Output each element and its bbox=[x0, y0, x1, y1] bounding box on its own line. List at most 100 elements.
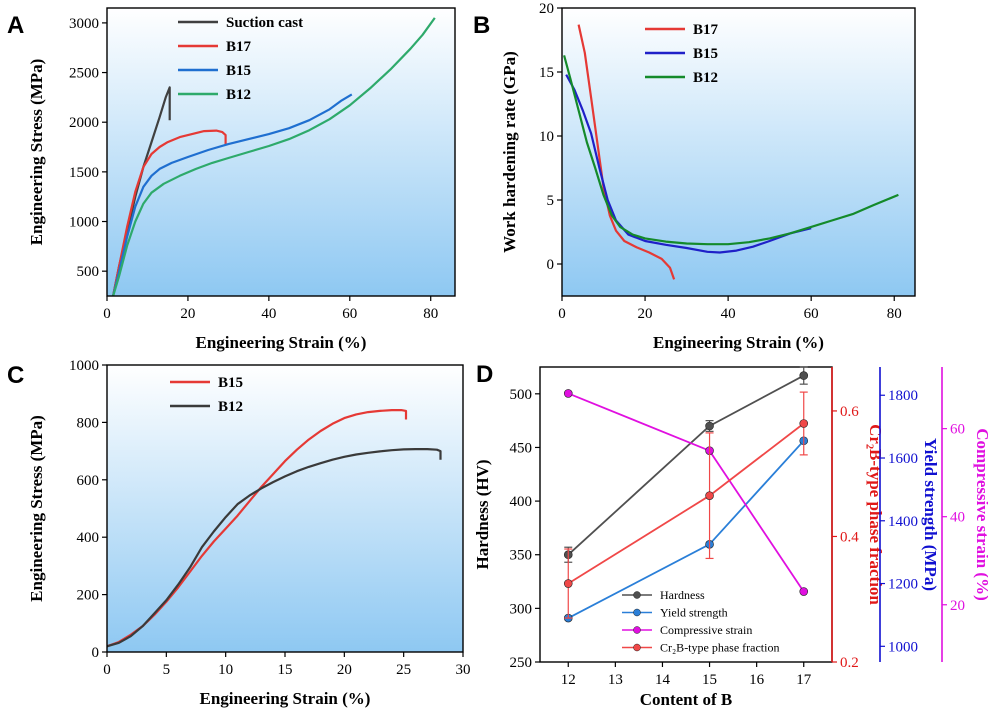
y-tick-label: 600 bbox=[77, 473, 100, 489]
series-line-b12 bbox=[112, 17, 436, 297]
legend-marker bbox=[633, 591, 641, 599]
y-tick-label: 300 bbox=[510, 601, 533, 617]
y-tick-label: 5 bbox=[547, 193, 555, 209]
y-tick-label: 350 bbox=[510, 548, 533, 564]
series-line-b15 bbox=[112, 93, 353, 297]
plot-frame bbox=[561, 7, 916, 297]
series-line-b17 bbox=[112, 129, 227, 297]
plot-frame bbox=[106, 364, 464, 653]
legend-label: B12 bbox=[218, 399, 243, 415]
series-line-b12 bbox=[563, 55, 899, 246]
plot-background bbox=[562, 8, 915, 296]
y-tick-label-strain: 60 bbox=[950, 422, 965, 438]
legend-marker bbox=[633, 643, 641, 652]
y-tick-label: 2000 bbox=[69, 115, 99, 131]
y-tick-label: 1000 bbox=[69, 215, 99, 231]
legend-label: Hardness bbox=[660, 588, 705, 602]
data-point-phase bbox=[563, 579, 573, 588]
y-axis-label-hardness: Hardness (HV) bbox=[473, 459, 492, 569]
y-tick-label-phase: 0.4 bbox=[840, 529, 859, 545]
y-tick-label: 250 bbox=[510, 655, 533, 671]
y-tick-label-yield: 1800 bbox=[888, 388, 918, 404]
data-point-hardness bbox=[705, 421, 714, 431]
x-tick-label: 60 bbox=[804, 306, 819, 322]
y-axis-label: Work hardening rate (GPa) bbox=[500, 51, 519, 253]
legend-label: B12 bbox=[693, 70, 718, 86]
panel-letter: A bbox=[7, 12, 24, 39]
y-tick-label: 20 bbox=[539, 1, 554, 17]
y-tick-label: 3000 bbox=[69, 16, 99, 32]
x-tick-label: 16 bbox=[749, 672, 765, 688]
y-axis-label-phase: Cr₂B-type phase fraction bbox=[866, 424, 885, 605]
x-tick-label: 14 bbox=[655, 672, 671, 688]
y-tick-label-strain: 20 bbox=[950, 598, 965, 614]
y-tick-label: 2500 bbox=[69, 66, 99, 82]
y-tick-label: 500 bbox=[77, 264, 100, 280]
y-tick-label-yield: 1000 bbox=[888, 639, 918, 655]
legend-label: Cr₂B-type phase fraction bbox=[660, 641, 779, 655]
panel-letter: D bbox=[476, 361, 493, 388]
legend-label: B17 bbox=[226, 39, 252, 55]
panel-d-chart: 12 13 14 15 16 17 Content of B 250 300 350 400 450 5… bbox=[473, 361, 988, 709]
x-tick-label: 20 bbox=[638, 306, 653, 322]
legend-label: Suction cast bbox=[226, 15, 303, 31]
y-tick-label: 10 bbox=[539, 129, 554, 145]
y-tick-label: 0 bbox=[547, 257, 555, 273]
x-axis-label: Content of B bbox=[640, 690, 733, 709]
x-axis-label: Engineering Strain (%) bbox=[196, 333, 367, 352]
legend-label: Compressive strain bbox=[660, 623, 752, 637]
y-tick-label-phase: 0.6 bbox=[840, 404, 859, 420]
panel-a-chart: 0 20 40 60 80 500 1000 1500 2000 2500 3000 Engineer… bbox=[7, 7, 456, 352]
plot-frame bbox=[106, 7, 456, 297]
x-tick-label: 15 bbox=[702, 672, 717, 688]
x-tick-label: 0 bbox=[558, 306, 566, 322]
x-tick-label: 25 bbox=[396, 662, 411, 678]
plot-background bbox=[107, 365, 463, 652]
panel-letter: C bbox=[7, 362, 24, 389]
y-axis-label: Engineering Stress (MPa) bbox=[27, 59, 46, 246]
x-tick-label: 30 bbox=[456, 662, 471, 678]
y-tick-label: 450 bbox=[510, 440, 533, 456]
y-axis-label: Engineering Stress (MPa) bbox=[27, 415, 46, 602]
x-tick-label: 15 bbox=[278, 662, 293, 678]
legend-label: Yield strength bbox=[660, 606, 728, 620]
legend-marker bbox=[633, 626, 641, 634]
y-tick-label: 400 bbox=[77, 530, 100, 546]
x-tick-label: 0 bbox=[103, 662, 111, 678]
series-line-b17 bbox=[577, 24, 676, 280]
x-axis-label: Engineering Strain (%) bbox=[200, 689, 371, 708]
x-tick-label: 20 bbox=[180, 306, 195, 322]
y-tick-label: 400 bbox=[510, 494, 533, 510]
y-axis-label-yield: Yield strength (MPa) bbox=[921, 438, 940, 591]
y-tick-label-yield: 1400 bbox=[888, 514, 918, 530]
y-tick-label-strain: 40 bbox=[950, 510, 965, 526]
x-tick-label: 12 bbox=[561, 672, 576, 688]
y-tick-label-yield: 1200 bbox=[888, 577, 918, 593]
y-tick-label-phase: 0.2 bbox=[840, 655, 859, 671]
y-tick-label: 1500 bbox=[69, 165, 99, 181]
legend-label: B15 bbox=[693, 46, 718, 62]
legend-label: B12 bbox=[226, 87, 251, 103]
data-point-strain bbox=[563, 389, 573, 398]
data-point-phase bbox=[705, 491, 714, 500]
y-tick-label: 15 bbox=[539, 65, 554, 81]
x-tick-label: 20 bbox=[337, 662, 352, 678]
series-line-b12 bbox=[106, 448, 442, 648]
x-tick-label: 80 bbox=[887, 306, 902, 322]
data-point-strain bbox=[799, 587, 809, 596]
x-tick-label: 13 bbox=[608, 672, 623, 688]
panel-letter: B bbox=[473, 12, 490, 39]
y-tick-label: 500 bbox=[510, 387, 533, 403]
panel-c-chart: 0 5 10 15 20 25 30 0 200 400 600 800 1000 Engineering… bbox=[7, 358, 471, 708]
x-tick-label: 5 bbox=[163, 662, 171, 678]
plot-frame bbox=[539, 366, 833, 663]
y-tick-label: 200 bbox=[77, 588, 100, 604]
plot-background bbox=[107, 8, 455, 296]
x-axis-label: Engineering Strain (%) bbox=[653, 333, 824, 352]
legend-marker bbox=[633, 608, 641, 617]
x-tick-label: 10 bbox=[218, 662, 233, 678]
data-point-phase bbox=[799, 419, 809, 428]
series-line-b15 bbox=[565, 74, 812, 254]
x-tick-label: 17 bbox=[796, 672, 812, 688]
